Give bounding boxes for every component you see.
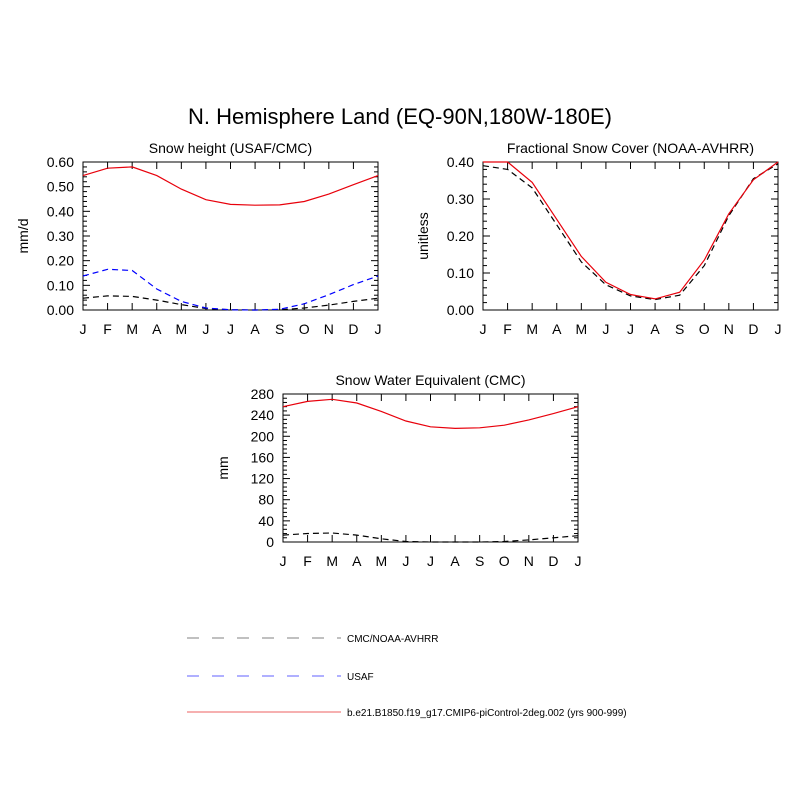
snow-cover-xtick-label: J xyxy=(775,321,782,337)
legend: CMC/NOAA-AVHRR USAF b.e21.B1850.f19_g17.CM… xyxy=(187,634,627,719)
swe-ytick-label: 40 xyxy=(258,513,274,529)
snow-height-xtick-label: M xyxy=(126,321,138,337)
snow-cover-xtick-label: D xyxy=(748,321,758,337)
swe-ytick-label: 80 xyxy=(258,492,274,508)
snow-height-xtick-label: J xyxy=(375,321,382,337)
snow-cover-ytick-label: 0.20 xyxy=(447,228,474,244)
snow-height-xtick-label: A xyxy=(152,321,162,337)
snow-cover-ytick-label: 0.00 xyxy=(447,302,474,318)
snow-height-frame xyxy=(82,161,379,311)
swe-xtick-label: N xyxy=(524,553,534,569)
snow-cover-xtick-label: J xyxy=(602,321,609,337)
swe-xtick-label: M xyxy=(326,553,338,569)
snow-height-ytick-label: 0.20 xyxy=(47,253,74,269)
snow-cover-panel: Fractional Snow Cover (NOAA-AVHRR) 0.00 0.… xyxy=(415,140,782,337)
snow-height-xtick-label: M xyxy=(175,321,187,337)
swe-frame xyxy=(282,393,579,543)
snow-cover-xtick-label: J xyxy=(627,321,634,337)
swe-xtick-label: J xyxy=(427,553,434,569)
snow-height-xtick-label: A xyxy=(250,321,260,337)
swe-xtick-label: A xyxy=(450,553,460,569)
swe-ytick-label: 280 xyxy=(251,386,275,402)
swe-xtick-label: J xyxy=(575,553,582,569)
swe-panel: Snow Water Equivalent (CMC) 0 40 80 120 160 20… xyxy=(215,372,582,569)
snow-height-xtick-label: D xyxy=(348,321,358,337)
swe-ytick-label: 0 xyxy=(266,534,274,550)
snow-height-xtick-label: J xyxy=(202,321,209,337)
swe-xtick-label: D xyxy=(548,553,558,569)
swe-xtick-label: F xyxy=(303,553,312,569)
snow-cover-series-obs xyxy=(482,163,779,301)
swe-ytick-label: 160 xyxy=(251,449,275,465)
snow-height-ylabel: mm/d xyxy=(15,219,31,254)
swe-series-model xyxy=(282,398,579,430)
snow-height-ytick-label: 0.10 xyxy=(47,277,74,293)
snow-height-ytick-label: 0.30 xyxy=(47,228,74,244)
swe-xtick-label: M xyxy=(375,553,387,569)
snow-cover-xtick-label: F xyxy=(503,321,512,337)
snow-height-title: Snow height (USAF/CMC) xyxy=(149,140,312,156)
snow-height-xtick-label: J xyxy=(227,321,234,337)
snow-height-ytick-label: 0.00 xyxy=(47,302,74,318)
snow-cover-ytick-label: 0.10 xyxy=(447,265,474,281)
snow-height-ytick-label: 0.50 xyxy=(47,179,74,195)
swe-xtick-label: J xyxy=(402,553,409,569)
swe-ylabel: mm xyxy=(215,456,231,479)
snow-height-xtick-label: S xyxy=(275,321,284,337)
snow-height-xtick-label: N xyxy=(324,321,334,337)
swe-title: Snow Water Equivalent (CMC) xyxy=(335,372,525,388)
snow-cover-ylabel: unitless xyxy=(415,212,431,259)
snow-cover-frame xyxy=(482,161,779,311)
snow-cover-ytick-label: 0.30 xyxy=(447,191,474,207)
figure-title: N. Hemisphere Land (EQ-90N,180W-180E) xyxy=(188,104,612,129)
snow-height-ytick-label: 0.40 xyxy=(47,203,74,219)
snow-cover-series-model xyxy=(483,161,779,300)
swe-ytick-label: 120 xyxy=(251,471,275,487)
snow-cover-title: Fractional Snow Cover (NOAA-AVHRR) xyxy=(507,140,754,156)
swe-xtick-label: O xyxy=(499,553,510,569)
snow-cover-xtick-label: N xyxy=(724,321,734,337)
snow-height-xtick-label: F xyxy=(103,321,112,337)
snow-cover-xtick-label: M xyxy=(526,321,538,337)
snow-height-xtick-label: J xyxy=(80,321,87,337)
snow-cover-ytick-label: 0.40 xyxy=(447,154,474,170)
snow-cover-xtick-label: A xyxy=(650,321,660,337)
legend-label-usaf: USAF xyxy=(347,672,374,683)
swe-xtick-label: A xyxy=(352,553,362,569)
snow-height-xtick-label: O xyxy=(299,321,310,337)
snow-cover-xtick-label: S xyxy=(675,321,684,337)
swe-xtick-label: J xyxy=(280,553,287,569)
legend-label-model: b.e21.B1850.f19_g17.CMIP6-piControl-2deg… xyxy=(347,708,627,719)
swe-ytick-label: 200 xyxy=(251,428,275,444)
snow-height-ytick-label: 0.60 xyxy=(47,154,74,170)
snow-cover-xtick-label: O xyxy=(699,321,710,337)
snow-cover-xtick-label: M xyxy=(575,321,587,337)
swe-xtick-label: S xyxy=(475,553,484,569)
snow-height-series-model xyxy=(82,166,379,206)
snow-cover-xtick-label: J xyxy=(480,321,487,337)
panels: Snow height (USAF/CMC) 0.00 0.10 0.20 0.30 0.… xyxy=(15,140,782,569)
snow-height-series-usaf xyxy=(82,268,379,311)
legend-label-obs: CMC/NOAA-AVHRR xyxy=(347,634,438,645)
snow-height-panel: Snow height (USAF/CMC) 0.00 0.10 0.20 0.30 0.… xyxy=(15,140,382,337)
snow-cover-xtick-label: A xyxy=(552,321,562,337)
swe-ytick-label: 240 xyxy=(251,407,275,423)
